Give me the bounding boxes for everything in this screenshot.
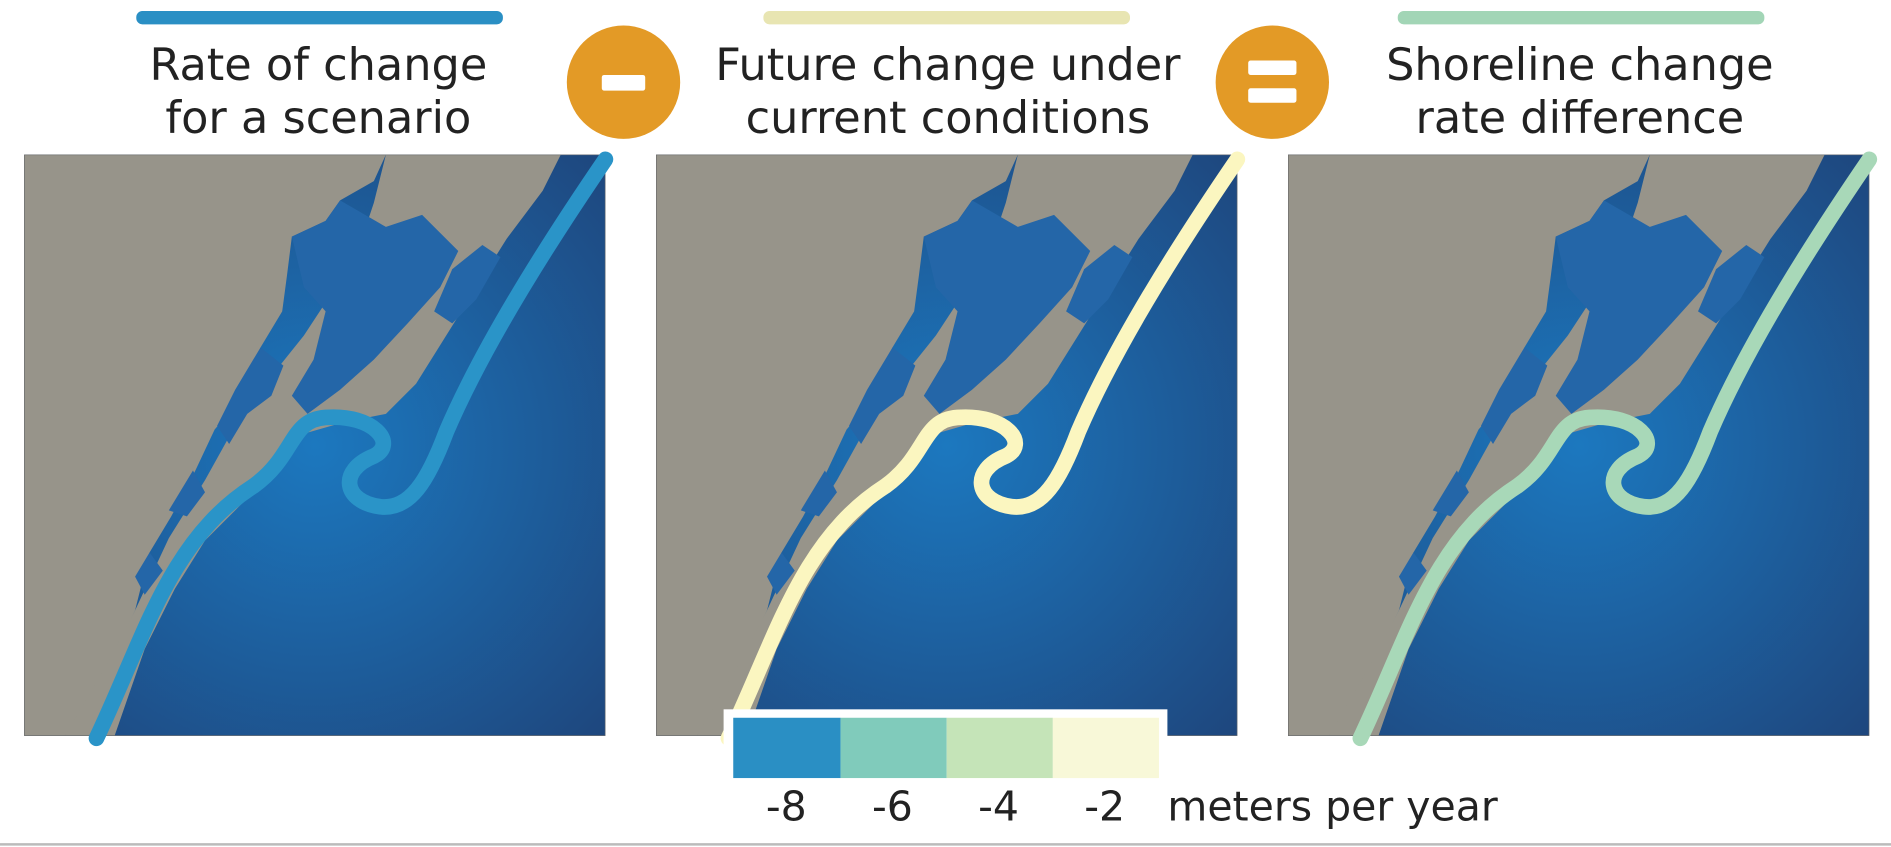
panel: Rate of change for a scenario (24, 11, 605, 736)
panel-title: Rate of change (149, 39, 487, 91)
shoreline (720, 151, 1246, 747)
legend-swatch (733, 717, 841, 779)
map (24, 155, 605, 736)
panel-title: rate difference (1415, 92, 1744, 144)
map (656, 155, 1237, 736)
equals-icon (1215, 25, 1330, 139)
shoreline (1352, 151, 1878, 747)
shoreline (88, 151, 614, 747)
color-bar (763, 11, 1131, 25)
legend-swatch (946, 717, 1053, 779)
legend-swatch (840, 717, 947, 779)
legend-swatch (1052, 717, 1159, 779)
legend-unit: meters per year (1167, 782, 1497, 830)
legend-tick-label: -8 (766, 782, 807, 830)
panel-title: current conditions (746, 92, 1151, 144)
map (1288, 155, 1869, 736)
panel: Future change under current conditions (656, 11, 1237, 736)
legend-tick-label: -4 (978, 782, 1019, 830)
color-bar (1397, 11, 1765, 25)
legend-tick-label: -6 (872, 782, 913, 830)
panel: Shoreline change rate difference (1288, 11, 1869, 736)
minus-icon (566, 25, 681, 139)
panel-title: Shoreline change (1386, 39, 1774, 91)
panel-title: Future change under (715, 39, 1181, 91)
legend-tick-label: -2 (1084, 782, 1125, 830)
color-bar (136, 11, 503, 25)
panel-title: for a scenario (165, 92, 471, 144)
legend: meters per year -8 -6 -4 -2 (723, 709, 1498, 830)
